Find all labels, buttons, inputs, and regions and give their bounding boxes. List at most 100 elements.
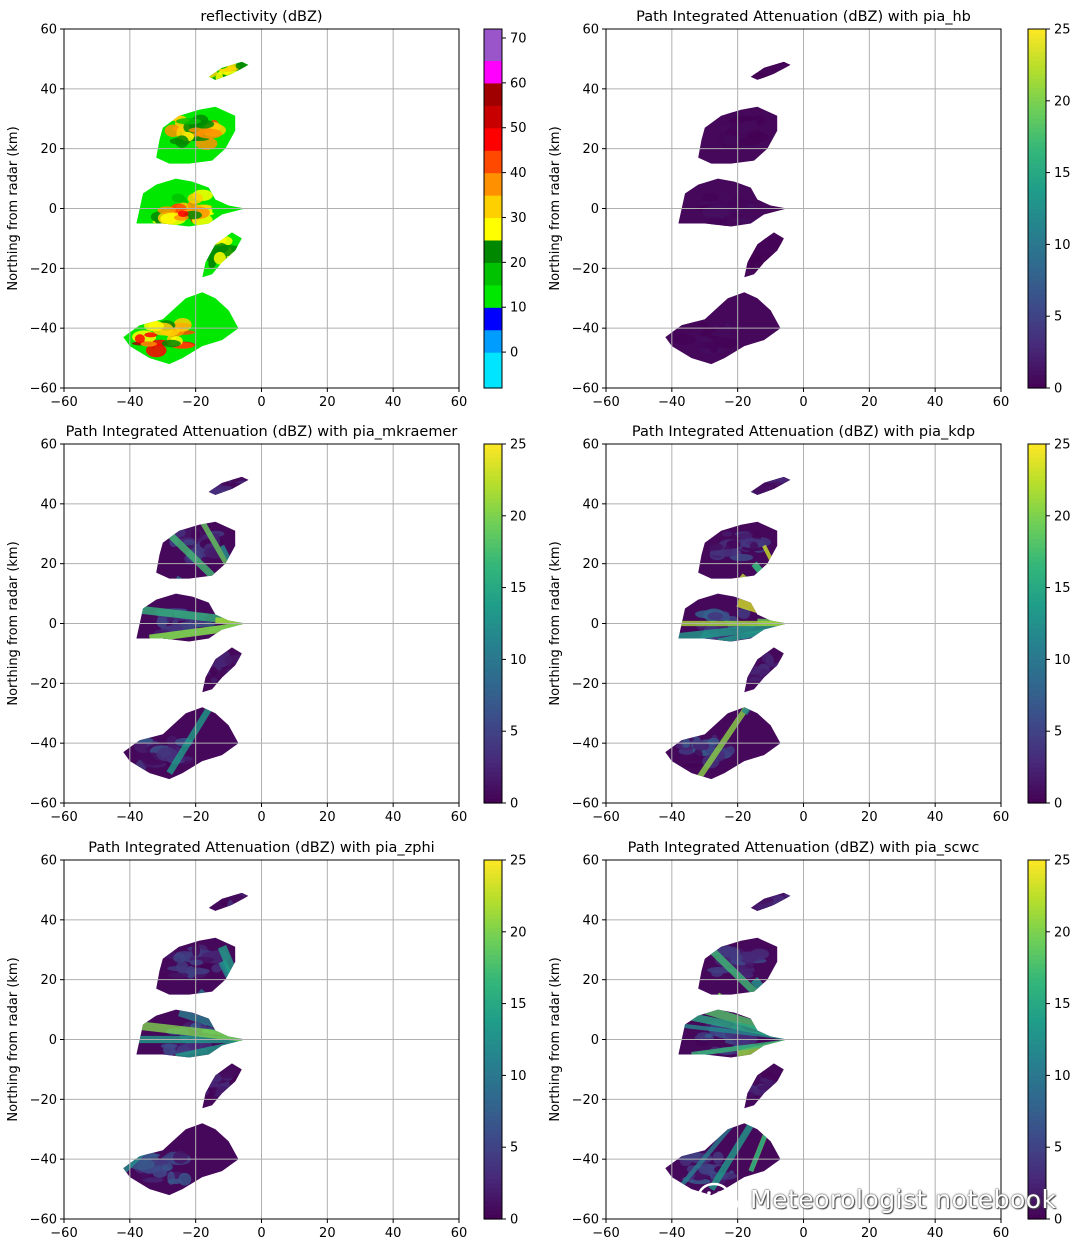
colorbar-tick-label: 20 bbox=[510, 256, 527, 271]
colorbar-tick-label: 5 bbox=[1054, 310, 1062, 325]
colorbar-segment bbox=[1028, 484, 1046, 490]
colorbar-frame bbox=[483, 859, 503, 1220]
colorbar-segment bbox=[1028, 726, 1046, 732]
echo-cell bbox=[734, 218, 755, 224]
colorbar-segment bbox=[1028, 556, 1046, 562]
colorbar-segment bbox=[1028, 686, 1046, 692]
colorbar-tick-label: 15 bbox=[1054, 581, 1071, 596]
colorbar-segment bbox=[1028, 444, 1046, 450]
colorbar-segment bbox=[1028, 605, 1046, 611]
colorbar-segment bbox=[1028, 949, 1046, 955]
echo-cell bbox=[708, 1038, 732, 1046]
echo-cell bbox=[140, 1171, 148, 1181]
echo-cell bbox=[698, 1163, 715, 1175]
colorbar-segment bbox=[484, 461, 502, 468]
colorbar-segment bbox=[484, 329, 502, 335]
colorbar-segment bbox=[1028, 69, 1046, 75]
colorbar-segment bbox=[484, 1088, 502, 1094]
colorbar-segment bbox=[1028, 645, 1046, 652]
colorbar-segment bbox=[1028, 311, 1046, 317]
colorbar-segment bbox=[1028, 569, 1046, 575]
colorbar-segment bbox=[484, 1039, 502, 1045]
watermark: Meteorologist notebook bbox=[696, 1176, 1066, 1222]
colorbar-segment bbox=[484, 177, 502, 183]
colorbar-segment bbox=[484, 347, 502, 353]
y-tick-label: 40 bbox=[40, 82, 57, 97]
colorbar-segment bbox=[1028, 744, 1046, 750]
colorbar-segment bbox=[1028, 538, 1046, 544]
colorbar: 0 10 20 30 40 50 60 70 bbox=[483, 28, 527, 389]
x-tick-label: 60 bbox=[993, 1226, 1010, 1241]
colorbar-segment bbox=[484, 311, 502, 317]
echo-cell bbox=[713, 337, 738, 349]
colorbar-segment bbox=[1028, 1196, 1046, 1202]
colorbar-segment bbox=[484, 1151, 502, 1157]
echo-cell bbox=[765, 655, 774, 667]
colorbar-segment bbox=[1028, 123, 1046, 129]
colorbar-segment bbox=[484, 293, 502, 299]
colorbar-segment bbox=[484, 212, 502, 219]
colorbar-segment bbox=[484, 1106, 502, 1112]
colorbar-segment bbox=[1028, 479, 1046, 485]
colorbar-segment bbox=[1028, 731, 1046, 737]
x-tick-label: −60 bbox=[50, 810, 77, 825]
colorbar-segment bbox=[484, 1066, 502, 1072]
y-axis-label: Northing from radar (km) bbox=[6, 541, 21, 705]
colorbar-segment bbox=[484, 55, 502, 62]
colorbar-tick-label: 15 bbox=[1054, 997, 1071, 1012]
echo-cell bbox=[751, 132, 769, 142]
colorbar-segment bbox=[484, 873, 502, 879]
colorbar-segment bbox=[484, 275, 502, 281]
colorbar-segment bbox=[484, 904, 502, 910]
colorbar-segment bbox=[484, 686, 502, 692]
colorbar-ticks: 0 5 10 15 20 25 bbox=[1046, 23, 1071, 397]
colorbar-segment bbox=[484, 1196, 502, 1202]
echo-cell bbox=[210, 677, 218, 683]
colorbar-segment bbox=[484, 484, 502, 490]
colorbar-segment bbox=[484, 29, 502, 35]
colorbar-segment bbox=[1028, 515, 1046, 521]
colorbar-segment bbox=[484, 338, 502, 344]
colorbar-segment bbox=[484, 744, 502, 750]
echo-cell bbox=[134, 334, 145, 344]
colorbar-segment bbox=[484, 235, 502, 241]
colorbar-segment bbox=[1028, 1057, 1046, 1063]
colorbar-segment bbox=[1028, 677, 1046, 683]
y-tick-label: −40 bbox=[30, 322, 57, 337]
colorbar-segment bbox=[1028, 168, 1046, 174]
echo-cell bbox=[690, 740, 710, 745]
colorbar-segment bbox=[484, 1035, 502, 1041]
colorbar-segment bbox=[484, 650, 502, 656]
echo-cell bbox=[177, 210, 189, 217]
x-tick-label: −40 bbox=[658, 395, 685, 410]
colorbar-tick-label: 50 bbox=[510, 121, 527, 136]
colorbar-segment bbox=[1028, 877, 1046, 884]
colorbar-segment bbox=[1028, 226, 1046, 232]
colorbar-segment bbox=[1028, 1052, 1046, 1059]
colorbar-segment bbox=[1028, 29, 1046, 35]
colorbar-segment bbox=[484, 141, 502, 147]
colorbar-segment bbox=[1028, 163, 1046, 169]
colorbar-segment bbox=[484, 217, 502, 223]
colorbar-segment bbox=[1028, 105, 1046, 111]
colorbar-segment bbox=[1028, 785, 1046, 791]
x-tick-label: 20 bbox=[861, 395, 878, 410]
colorbar-segment bbox=[1028, 963, 1046, 969]
colorbar-segment bbox=[484, 592, 502, 598]
colorbar-segment bbox=[1028, 1133, 1046, 1139]
x-tick-label: 60 bbox=[451, 1226, 468, 1241]
y-tick-label: −20 bbox=[30, 262, 57, 277]
colorbar-segment bbox=[1028, 663, 1046, 669]
y-tick-label: 0 bbox=[591, 1033, 599, 1048]
colorbar-segment bbox=[1028, 551, 1046, 557]
colorbar-segment bbox=[1028, 619, 1046, 625]
x-tick-label: 40 bbox=[385, 395, 402, 410]
colorbar-tick-label: 5 bbox=[1054, 1141, 1062, 1156]
colorbar-segment bbox=[484, 596, 502, 602]
colorbar-segment bbox=[1028, 217, 1046, 223]
colorbar-segment bbox=[484, 569, 502, 575]
colorbar-segment bbox=[1028, 334, 1046, 340]
colorbar-segment bbox=[1028, 1160, 1046, 1166]
colorbar-segment bbox=[484, 1120, 502, 1126]
colorbar-segment bbox=[484, 334, 502, 340]
